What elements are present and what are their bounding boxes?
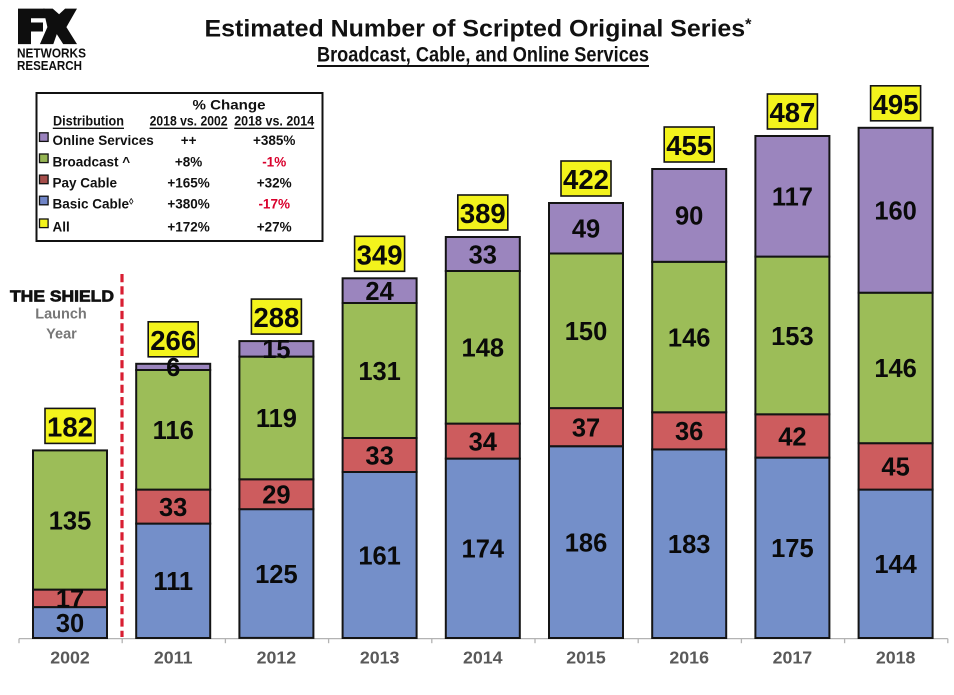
svg-text:33: 33 (159, 494, 187, 522)
svg-text:117: 117 (772, 184, 813, 212)
svg-text:90: 90 (675, 203, 703, 231)
svg-text:422: 422 (563, 164, 609, 195)
svg-text:2018 vs. 2014: 2018 vs. 2014 (234, 114, 314, 129)
svg-text:116: 116 (153, 417, 194, 445)
svg-text:Distribution: Distribution (53, 114, 124, 129)
svg-text:NETWORKS: NETWORKS (17, 46, 86, 61)
svg-text:2012: 2012 (257, 648, 297, 668)
svg-text:455: 455 (666, 130, 712, 161)
svg-text:119: 119 (256, 405, 297, 433)
svg-text:2013: 2013 (360, 648, 400, 668)
svg-text:146: 146 (668, 324, 711, 352)
svg-text:33: 33 (365, 442, 393, 470)
svg-text:34: 34 (469, 428, 498, 456)
svg-text:174: 174 (462, 536, 505, 564)
svg-text:148: 148 (462, 335, 505, 363)
svg-text:144: 144 (874, 551, 917, 579)
svg-text:6: 6 (166, 354, 180, 382)
svg-text:Basic Cable◊: Basic Cable◊ (53, 197, 135, 212)
svg-text:15: 15 (262, 336, 290, 364)
svg-text:+32%: +32% (257, 175, 292, 190)
svg-text:146: 146 (874, 355, 917, 383)
svg-text:42: 42 (778, 423, 806, 451)
svg-text:33: 33 (469, 241, 497, 269)
svg-text:+165%: +165% (167, 175, 209, 190)
svg-text:2018: 2018 (876, 648, 916, 668)
svg-text:183: 183 (668, 531, 711, 559)
svg-text:186: 186 (565, 529, 608, 557)
svg-text:Broadcast, Cable, and Online S: Broadcast, Cable, and Online Services (317, 44, 649, 67)
svg-text:+380%: +380% (167, 197, 209, 212)
svg-text:175: 175 (771, 535, 814, 563)
svg-text:2011: 2011 (154, 648, 193, 668)
svg-text:RESEARCH: RESEARCH (17, 58, 82, 73)
svg-text:% Change: % Change (193, 98, 267, 113)
svg-text:+8%: +8% (175, 154, 202, 169)
svg-text:+385%: +385% (253, 133, 295, 148)
svg-text:153: 153 (771, 323, 814, 351)
svg-text:+172%: +172% (167, 219, 209, 234)
svg-text:+27%: +27% (257, 219, 292, 234)
svg-text:29: 29 (262, 482, 290, 510)
svg-text:-1%: -1% (262, 154, 286, 169)
svg-text:135: 135 (49, 507, 92, 535)
svg-text:24: 24 (365, 278, 394, 306)
svg-text:++: ++ (181, 133, 197, 148)
svg-text:Estimated Number of Scripted O: Estimated Number of Scripted Original Se… (205, 16, 753, 43)
svg-text:45: 45 (881, 454, 909, 482)
svg-text:349: 349 (357, 239, 403, 270)
svg-text:17: 17 (56, 586, 84, 614)
svg-text:36: 36 (675, 418, 703, 446)
svg-text:487: 487 (769, 97, 815, 128)
svg-text:125: 125 (255, 561, 298, 589)
svg-text:2016: 2016 (669, 648, 709, 668)
svg-text:THE SHIELD: THE SHIELD (10, 289, 114, 306)
svg-text:Year: Year (46, 326, 77, 342)
svg-text:161: 161 (358, 542, 401, 570)
svg-text:150: 150 (565, 318, 608, 346)
svg-text:111: 111 (153, 568, 193, 596)
svg-text:2017: 2017 (773, 648, 813, 668)
svg-text:30: 30 (56, 610, 84, 638)
svg-text:Launch: Launch (35, 306, 87, 322)
svg-text:2018 vs. 2002: 2018 vs. 2002 (150, 114, 228, 129)
svg-text:Broadcast ^: Broadcast ^ (53, 154, 131, 169)
svg-text:-17%: -17% (258, 197, 290, 212)
svg-text:2015: 2015 (566, 648, 606, 668)
svg-text:Pay Cable: Pay Cable (53, 175, 118, 190)
svg-text:37: 37 (572, 415, 600, 443)
svg-text:389: 389 (460, 198, 506, 229)
svg-text:182: 182 (47, 411, 93, 442)
svg-text:2014: 2014 (463, 648, 503, 668)
svg-text:495: 495 (873, 89, 919, 120)
svg-text:288: 288 (253, 302, 299, 333)
svg-text:2002: 2002 (50, 648, 90, 668)
svg-text:160: 160 (874, 198, 917, 226)
svg-text:All: All (53, 219, 70, 234)
svg-text:Online Services: Online Services (53, 133, 154, 148)
svg-text:131: 131 (358, 358, 401, 386)
svg-text:266: 266 (150, 325, 196, 356)
svg-text:49: 49 (572, 216, 600, 244)
